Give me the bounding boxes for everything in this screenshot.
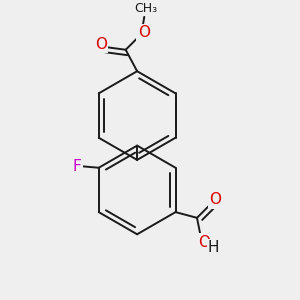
Text: O: O (210, 192, 222, 207)
Text: F: F (73, 159, 82, 174)
Text: CH₃: CH₃ (134, 2, 157, 15)
Text: O: O (95, 37, 107, 52)
Text: H: H (208, 240, 219, 255)
Text: O: O (198, 235, 210, 250)
Text: O: O (138, 25, 150, 40)
